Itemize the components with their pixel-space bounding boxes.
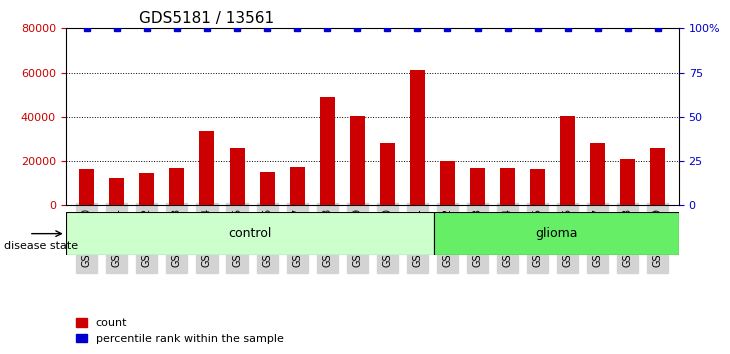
Bar [260,172,274,205]
Bar [199,131,215,205]
Bar [320,97,335,205]
Bar [440,161,455,205]
Text: GDS5181 / 13561: GDS5181 / 13561 [139,11,274,26]
Bar [380,143,395,205]
Bar [620,159,635,205]
Bar [650,148,665,205]
Legend: count, percentile rank within the sample: count, percentile rank within the sample [72,314,288,348]
Bar [139,173,154,205]
Bar [410,70,425,205]
Bar [169,168,185,205]
FancyBboxPatch shape [66,212,434,255]
Bar [530,169,545,205]
Bar [470,168,485,205]
Text: disease state: disease state [4,241,78,251]
Bar [110,178,124,205]
Bar [591,143,605,205]
Text: control: control [228,227,272,240]
Bar [560,116,575,205]
Bar [290,167,304,205]
Bar [229,148,245,205]
Bar [350,116,365,205]
FancyBboxPatch shape [434,212,679,255]
Bar [500,168,515,205]
Bar [80,169,94,205]
Text: glioma: glioma [535,227,577,240]
